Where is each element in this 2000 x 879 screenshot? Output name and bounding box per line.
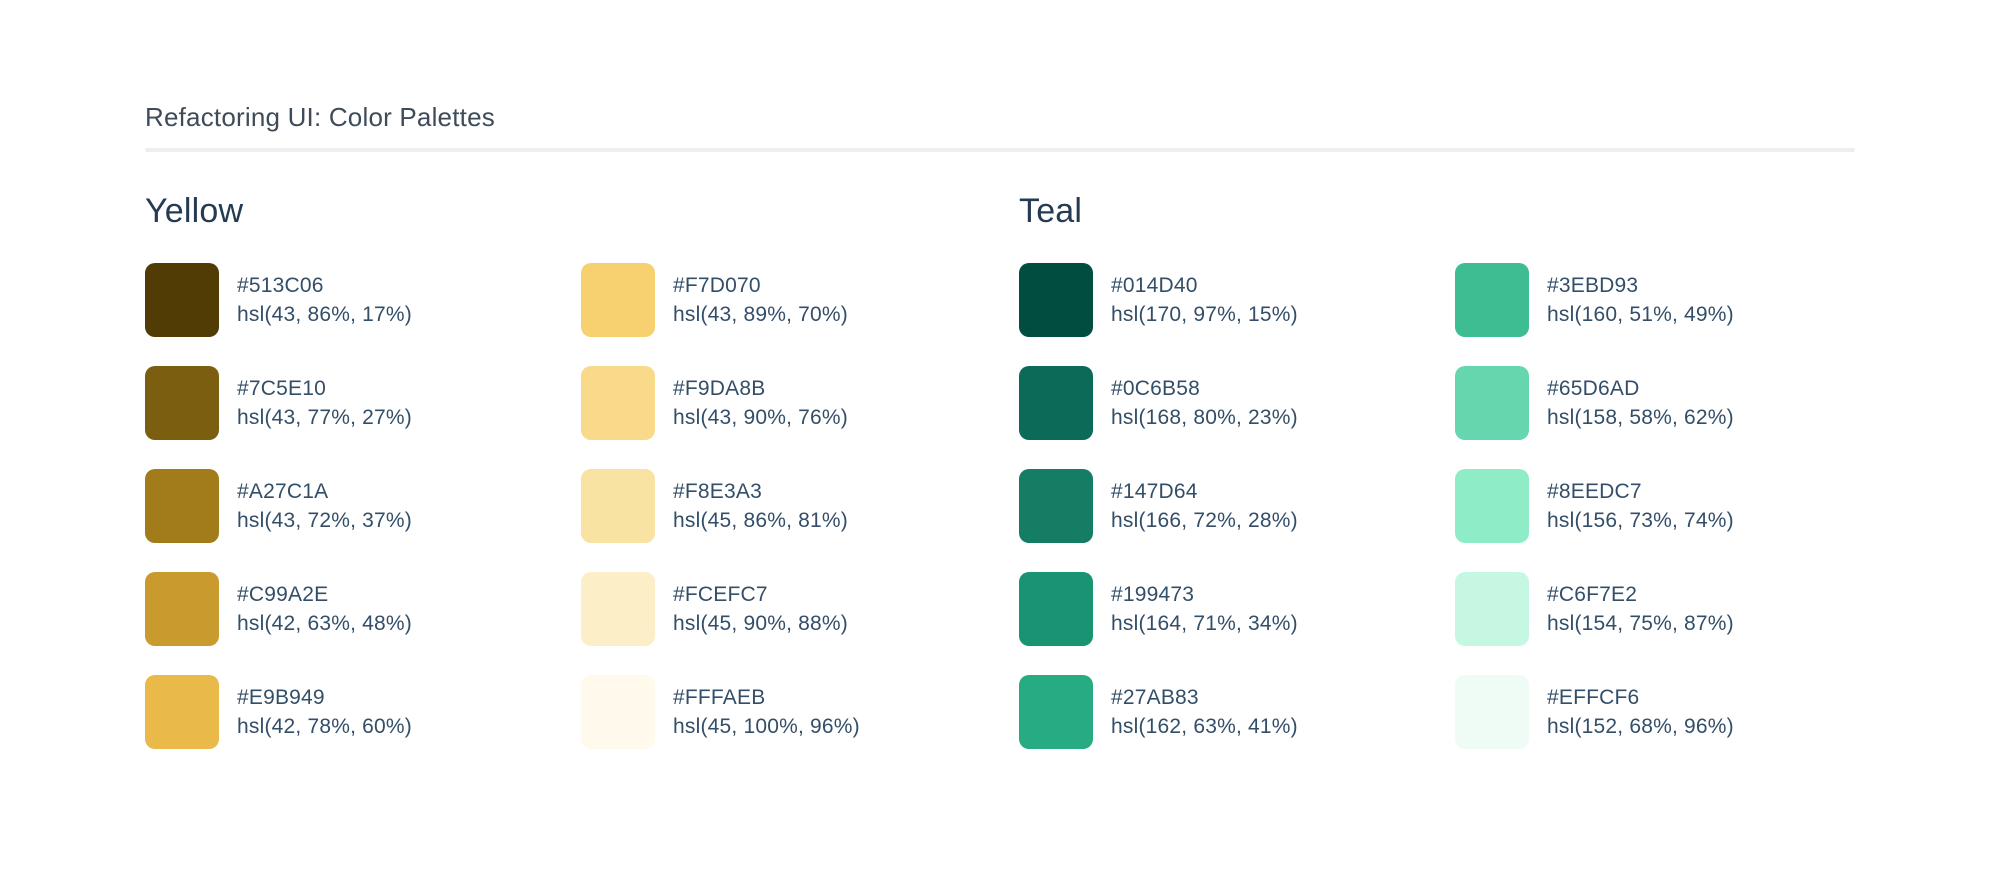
swatch-row: #7C5E10 hsl(43, 77%, 27%) [145, 366, 581, 440]
color-swatch [581, 572, 655, 646]
swatch-row: #C99A2E hsl(42, 63%, 48%) [145, 572, 581, 646]
swatch-hsl-label: hsl(43, 90%, 76%) [673, 406, 848, 429]
swatch-hex-label: #FCEFC7 [673, 583, 768, 606]
palette-heading: Teal [1019, 192, 1083, 230]
swatch-hex-label: #27AB83 [1111, 686, 1199, 709]
color-swatch [145, 572, 219, 646]
swatch-row: #A27C1A hsl(43, 72%, 37%) [145, 469, 581, 543]
swatch-hex-label: #E9B949 [237, 686, 325, 709]
palette-heading: Yellow [145, 192, 244, 230]
color-palettes-page: Refactoring UI: Color Palettes Yellow #5… [145, 102, 1855, 778]
color-swatch [1455, 675, 1529, 749]
swatch-hex-label: #513C06 [237, 274, 324, 297]
palette-column: #513C06 hsl(43, 86%, 17%) #7C5E10 hsl(43… [145, 263, 581, 778]
swatch-hsl-label: hsl(162, 63%, 41%) [1111, 715, 1298, 738]
color-swatch [581, 675, 655, 749]
swatch-row: #E9B949 hsl(42, 78%, 60%) [145, 675, 581, 749]
swatch-hsl-label: hsl(168, 80%, 23%) [1111, 406, 1298, 429]
swatch-hex-label: #A27C1A [237, 480, 329, 503]
swatch-hex-label: #147D64 [1111, 480, 1198, 503]
swatch-hsl-label: hsl(45, 90%, 88%) [673, 612, 848, 635]
swatch-row: #199473 hsl(164, 71%, 34%) [1019, 572, 1455, 646]
swatch-row: #FFFAEB hsl(45, 100%, 96%) [581, 675, 1017, 749]
swatch-row: #C6F7E2 hsl(154, 75%, 87%) [1455, 572, 1891, 646]
color-swatch [581, 263, 655, 337]
color-swatch [145, 675, 219, 749]
swatch-row: #FCEFC7 hsl(45, 90%, 88%) [581, 572, 1017, 646]
swatch-hex-label: #199473 [1111, 583, 1195, 606]
swatch-hex-label: #F8E3A3 [673, 480, 762, 503]
palette-column: #014D40 hsl(170, 97%, 15%) #0C6B58 hsl(1… [1019, 263, 1455, 778]
color-swatch [1455, 572, 1529, 646]
swatch-hsl-label: hsl(170, 97%, 15%) [1111, 303, 1298, 326]
palette-columns: #513C06 hsl(43, 86%, 17%) #7C5E10 hsl(43… [145, 263, 1019, 778]
swatch-hex-label: #3EBD93 [1547, 274, 1639, 297]
swatch-hsl-label: hsl(158, 58%, 62%) [1547, 406, 1734, 429]
palette-columns: #014D40 hsl(170, 97%, 15%) #0C6B58 hsl(1… [1019, 263, 1893, 778]
color-swatch [1455, 366, 1529, 440]
color-swatch [145, 263, 219, 337]
color-swatch [1019, 469, 1093, 543]
swatch-row: #27AB83 hsl(162, 63%, 41%) [1019, 675, 1455, 749]
swatch-hsl-label: hsl(152, 68%, 96%) [1547, 715, 1734, 738]
swatch-hsl-label: hsl(164, 71%, 34%) [1111, 612, 1298, 635]
palette-column: #F7D070 hsl(43, 89%, 70%) #F9DA8B hsl(43… [581, 263, 1017, 778]
swatch-hex-label: #FFFAEB [673, 686, 766, 709]
swatch-hsl-label: hsl(43, 86%, 17%) [237, 303, 412, 326]
swatch-row: #EFFCF6 hsl(152, 68%, 96%) [1455, 675, 1891, 749]
swatch-hsl-label: hsl(45, 100%, 96%) [673, 715, 860, 738]
swatch-row: #0C6B58 hsl(168, 80%, 23%) [1019, 366, 1455, 440]
palette-teal: Teal #014D40 hsl(170, 97%, 15%) #0C6B58 [1019, 152, 1893, 778]
color-swatch [145, 366, 219, 440]
color-swatch [581, 366, 655, 440]
swatch-hsl-label: hsl(43, 89%, 70%) [673, 303, 848, 326]
swatch-row: #F8E3A3 hsl(45, 86%, 81%) [581, 469, 1017, 543]
color-swatch [1019, 675, 1093, 749]
swatch-hsl-label: hsl(45, 86%, 81%) [673, 509, 848, 532]
color-swatch [1019, 572, 1093, 646]
swatch-row: #65D6AD hsl(158, 58%, 62%) [1455, 366, 1891, 440]
page-title: Refactoring UI: Color Palettes [145, 102, 495, 132]
swatch-row: #147D64 hsl(166, 72%, 28%) [1019, 469, 1455, 543]
title-divider [145, 148, 1855, 152]
swatch-hsl-label: hsl(156, 73%, 74%) [1547, 509, 1734, 532]
swatch-hex-label: #EFFCF6 [1547, 686, 1640, 709]
swatch-row: #F9DA8B hsl(43, 90%, 76%) [581, 366, 1017, 440]
swatch-hex-label: #C6F7E2 [1547, 583, 1638, 606]
swatch-hsl-label: hsl(166, 72%, 28%) [1111, 509, 1298, 532]
swatch-hex-label: #014D40 [1111, 274, 1198, 297]
swatch-hsl-label: hsl(160, 51%, 49%) [1547, 303, 1734, 326]
swatch-hsl-label: hsl(42, 63%, 48%) [237, 612, 412, 635]
color-swatch [1019, 263, 1093, 337]
color-swatch [145, 469, 219, 543]
color-swatch [1455, 263, 1529, 337]
swatch-hex-label: #8EEDC7 [1547, 480, 1642, 503]
swatch-row: #3EBD93 hsl(160, 51%, 49%) [1455, 263, 1891, 337]
palette-yellow: Yellow #513C06 hsl(43, 86%, 17%) #7C5E10 [145, 152, 1019, 778]
swatch-hsl-label: hsl(42, 78%, 60%) [237, 715, 412, 738]
color-swatch [1019, 366, 1093, 440]
color-swatch [581, 469, 655, 543]
swatch-hex-label: #65D6AD [1547, 377, 1640, 400]
swatch-row: #513C06 hsl(43, 86%, 17%) [145, 263, 581, 337]
swatch-row: #F7D070 hsl(43, 89%, 70%) [581, 263, 1017, 337]
swatch-row: #8EEDC7 hsl(156, 73%, 74%) [1455, 469, 1891, 543]
swatch-hex-label: #F7D070 [673, 274, 761, 297]
swatch-hex-label: #C99A2E [237, 583, 329, 606]
swatch-hsl-label: hsl(43, 72%, 37%) [237, 509, 412, 532]
swatch-hsl-label: hsl(154, 75%, 87%) [1547, 612, 1734, 635]
color-swatch [1455, 469, 1529, 543]
swatch-hsl-label: hsl(43, 77%, 27%) [237, 406, 412, 429]
swatch-hex-label: #7C5E10 [237, 377, 326, 400]
swatch-hex-label: #0C6B58 [1111, 377, 1200, 400]
swatch-row: #014D40 hsl(170, 97%, 15%) [1019, 263, 1455, 337]
swatch-hex-label: #F9DA8B [673, 377, 766, 400]
palette-sections: Yellow #513C06 hsl(43, 86%, 17%) #7C5E10 [145, 152, 1855, 778]
palette-column: #3EBD93 hsl(160, 51%, 49%) #65D6AD hsl(1… [1455, 263, 1891, 778]
